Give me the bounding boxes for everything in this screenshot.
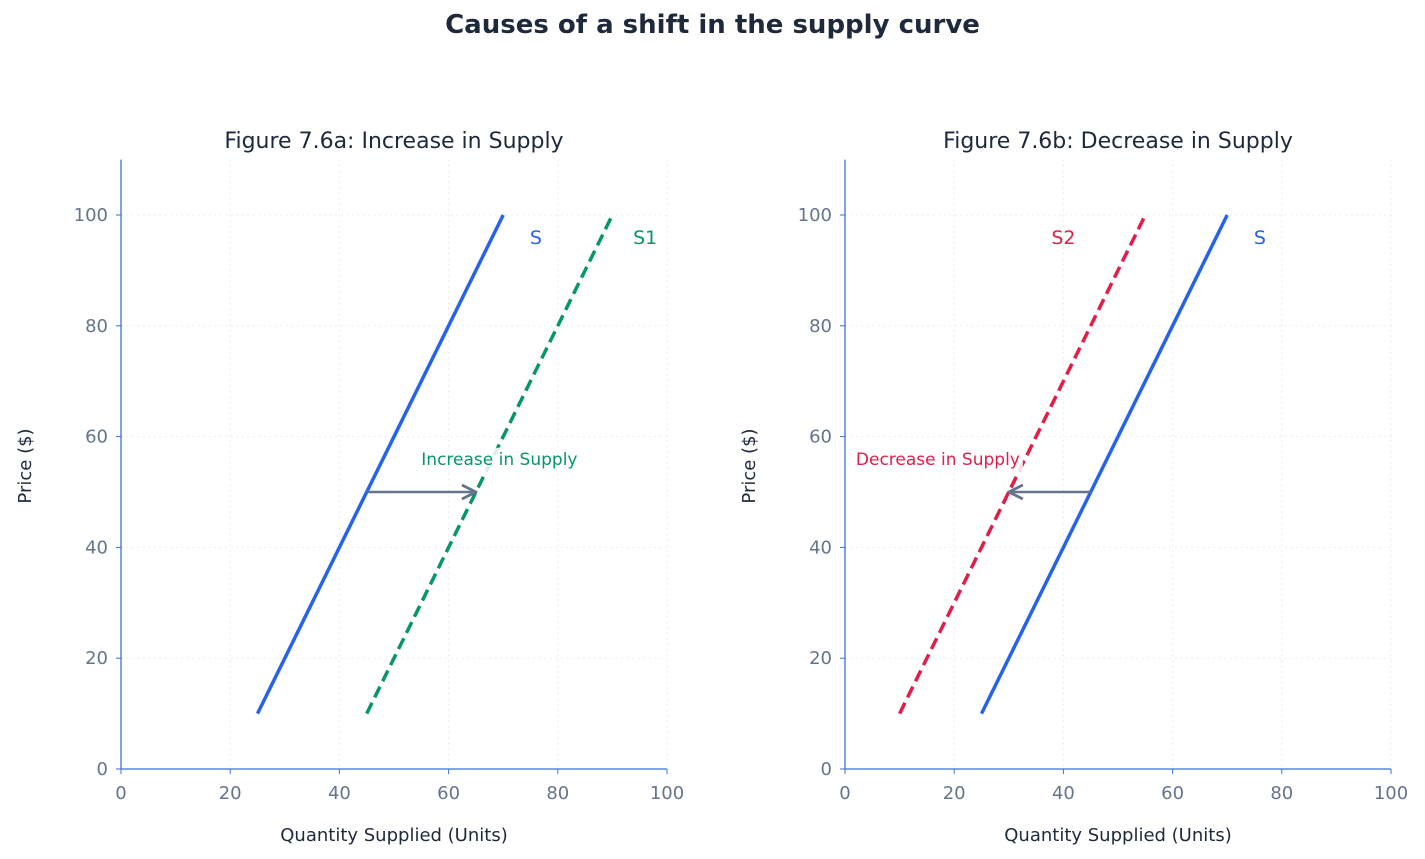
x-tick-label: 20 [943,783,966,804]
x-tick-label: 80 [1270,783,1293,804]
y-tick-label: 20 [85,648,108,669]
subplot-title: Figure 7.6b: Decrease in Supply [943,129,1293,154]
y-tick-label: 0 [97,759,108,780]
x-tick-label: 100 [650,783,684,804]
annotation-text: Increase in Supply [421,450,577,470]
y-tick-label: 20 [809,648,832,669]
y-tick-label: 100 [798,205,832,226]
annotation-text: Decrease in Supply [856,450,1020,470]
curve-label: S [530,227,542,249]
x-tick-label: 60 [437,783,460,804]
annotation-background [852,447,1023,472]
x-tick-label: 100 [1374,783,1408,804]
x-tick-label: 60 [1161,783,1184,804]
y-tick-label: 60 [809,427,832,448]
y-tick-label: 80 [809,316,832,337]
x-tick-label: 0 [115,783,126,804]
x-tick-label: 40 [1052,783,1075,804]
x-axis-label: Quantity Supplied (Units) [280,825,507,846]
curve-label: S [1254,227,1266,249]
y-tick-label: 40 [85,537,108,558]
curve-label: S1 [633,227,657,249]
x-axis-label: Quantity Supplied (Units) [1004,825,1231,846]
annotation-background [418,447,581,472]
figure-title: Causes of a shift in the supply curve [445,10,980,40]
curve-label: S2 [1051,227,1075,249]
y-axis-label: Price ($) [739,428,760,503]
y-tick-label: 80 [85,316,108,337]
x-tick-label: 80 [546,783,569,804]
subplot-title: Figure 7.6a: Increase in Supply [224,129,563,154]
y-tick-label: 100 [74,205,108,226]
y-tick-label: 60 [85,427,108,448]
x-tick-label: 40 [328,783,351,804]
supply-curve-s [255,214,505,715]
x-tick-label: 20 [219,783,242,804]
y-tick-label: 0 [821,759,832,780]
x-tick-label: 0 [839,783,850,804]
y-tick-label: 40 [809,537,832,558]
supply-curve-s [979,214,1229,715]
y-axis-label: Price ($) [15,428,36,503]
